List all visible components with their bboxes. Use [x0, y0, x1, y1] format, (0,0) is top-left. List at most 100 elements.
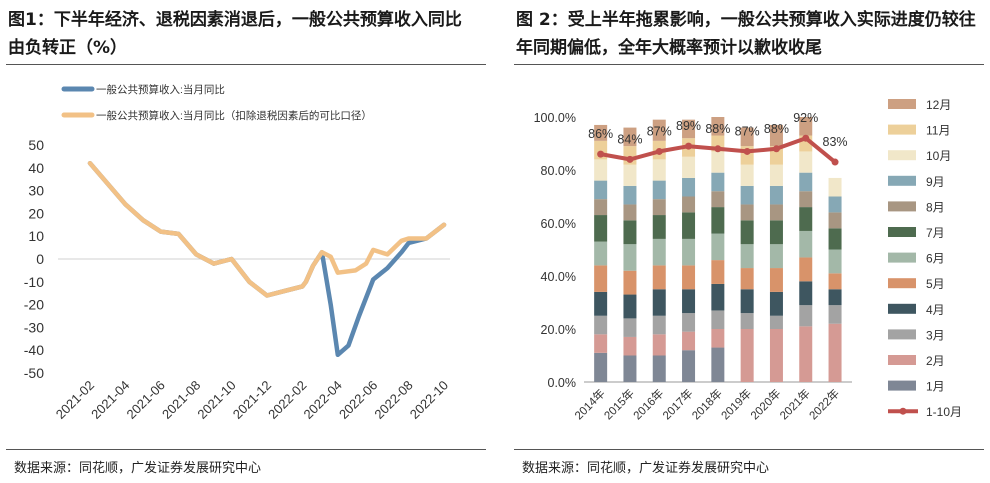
- bar-segment-9月: [594, 180, 608, 200]
- bar-segment-10月: [652, 159, 666, 181]
- title-rule: [6, 64, 486, 65]
- bar-segment-9月: [740, 185, 754, 205]
- bar-segment-10月: [828, 177, 842, 197]
- bar-segment-9月: [769, 185, 783, 205]
- data-label: 87%: [647, 124, 672, 138]
- line-marker: [597, 150, 605, 158]
- bar-segment-8月: [594, 199, 608, 216]
- bar-segment-4月: [799, 281, 813, 306]
- data-label: 84%: [617, 132, 642, 146]
- bar-segment-8月: [828, 212, 842, 229]
- title-rule: [514, 64, 984, 65]
- bar-segment-7月: [652, 215, 666, 239]
- bar-segment-12月: [769, 124, 783, 147]
- bar-segment-10月: [623, 164, 637, 186]
- legend-label: 1-10月: [926, 405, 962, 419]
- x-tick-label: 2021-12: [230, 378, 274, 422]
- bar-segment-2月: [623, 336, 637, 356]
- x-tick-label: 2018年: [689, 386, 725, 422]
- bar-segment-12月: [623, 127, 637, 147]
- legend-label: 一般公共预算收入:当月同比: [96, 83, 225, 96]
- legend-label: 6月: [926, 252, 945, 266]
- y-tick-label: -20: [24, 297, 44, 313]
- bar-segment-9月: [652, 180, 666, 200]
- legend-label: 5月: [926, 277, 945, 291]
- x-tick-label: 2021-10: [194, 378, 238, 422]
- bar-segment-3月: [682, 313, 696, 332]
- stacked-bar-chart: 0.0% 20.0% 40.0% 60.0% 80.0% 100.0% 2014年2015年…: [534, 98, 962, 422]
- line-marker: [626, 155, 634, 163]
- legend-swatch: [888, 175, 916, 186]
- bar-segment-2月: [682, 331, 696, 351]
- y-tick-label: -50: [24, 365, 44, 381]
- x-tick-label: 2022-10: [407, 378, 451, 422]
- legend-swatch: [888, 303, 916, 314]
- legend-swatch: [888, 99, 916, 109]
- legend-marker: [899, 407, 907, 415]
- line-marker: [831, 158, 839, 166]
- bar-segment-9月: [682, 177, 696, 197]
- bar-segment-6月: [594, 241, 608, 266]
- bar-segment-3月: [828, 305, 842, 324]
- y-tick-label: 0.0%: [548, 376, 577, 390]
- bar-segment-3月: [594, 315, 608, 335]
- line-chart: 一般公共预算收入:当月同比一般公共预算收入:当月同比（扣除退税因素后的可比口径）…: [24, 83, 451, 422]
- line-marker: [772, 145, 780, 153]
- chart-title: 图 2：受上半年拖累影响，一般公共预算收入实际进度仍较往年同期偏低，全年大概率预…: [516, 10, 976, 58]
- legend-label: 4月: [926, 303, 945, 317]
- bar-segment-7月: [769, 220, 783, 245]
- x-tick-label: 2022-04: [301, 378, 345, 422]
- bar-segment-3月: [711, 310, 725, 329]
- bar-segment-5月: [799, 257, 813, 282]
- legend-label: 一般公共预算收入:当月同比（扣除退税因素后的可比口径）: [96, 109, 372, 122]
- legend-swatch: [888, 380, 916, 391]
- x-tick-label: 2020年: [747, 386, 783, 422]
- bar-segment-6月: [799, 230, 813, 258]
- bar-segment-12月: [799, 117, 813, 136]
- legend-label: 1月: [926, 380, 945, 394]
- legend-swatch: [888, 150, 916, 161]
- bar-segment-3月: [799, 305, 813, 327]
- bar-segment-10月: [740, 164, 754, 186]
- data-label: 83%: [823, 135, 848, 149]
- bar-segment-8月: [799, 191, 813, 208]
- bar-segment-9月: [623, 185, 637, 205]
- source-note: 数据来源：同花顺，广发证券发展研究中心: [14, 461, 262, 476]
- bar-segment-6月: [711, 233, 725, 261]
- bar-segment-6月: [740, 244, 754, 269]
- legend-swatch: [888, 227, 916, 237]
- bar-segment-7月: [682, 212, 696, 239]
- data-label: 89%: [676, 119, 701, 133]
- bar-segment-5月: [828, 273, 842, 290]
- legend-label: 11月: [926, 124, 950, 138]
- bar-segment-7月: [740, 220, 754, 245]
- bar-segment-4月: [711, 283, 725, 311]
- bar-segment-3月: [652, 315, 666, 335]
- bar-segment-6月: [623, 244, 637, 271]
- legend-label: 2月: [926, 354, 945, 368]
- line-marker: [714, 145, 722, 153]
- y-tick-label: 0: [36, 251, 44, 267]
- bar-segment-12月: [682, 119, 696, 139]
- x-tick-label: 2021年: [777, 386, 813, 422]
- bar-segment-4月: [594, 291, 608, 316]
- x-tick-label: 2019年: [718, 386, 754, 422]
- legend-swatch: [888, 329, 916, 340]
- bar-segment-8月: [623, 204, 637, 221]
- line-marker: [655, 147, 663, 155]
- y-tick-label: 80.0%: [541, 164, 576, 178]
- bar-segment-1月: [623, 355, 637, 382]
- bar-segment-4月: [828, 289, 842, 306]
- bar-segment-5月: [682, 265, 696, 290]
- right-panel: 图 2：受上半年拖累影响，一般公共预算收入实际进度仍较往年同期偏低，全年大概率预…: [508, 0, 990, 483]
- legend-label: 10月: [926, 149, 951, 163]
- x-tick-label: 2022年: [806, 386, 842, 422]
- bar-segment-2月: [711, 329, 725, 348]
- bar-segment-1月: [652, 355, 666, 382]
- bar-segment-12月: [740, 127, 754, 147]
- x-tick-label: 2016年: [630, 386, 666, 422]
- bar-segment-6月: [828, 249, 842, 274]
- bar-segment-9月: [711, 172, 725, 192]
- bar-segment-9月: [799, 172, 813, 192]
- bar-segment-7月: [594, 215, 608, 242]
